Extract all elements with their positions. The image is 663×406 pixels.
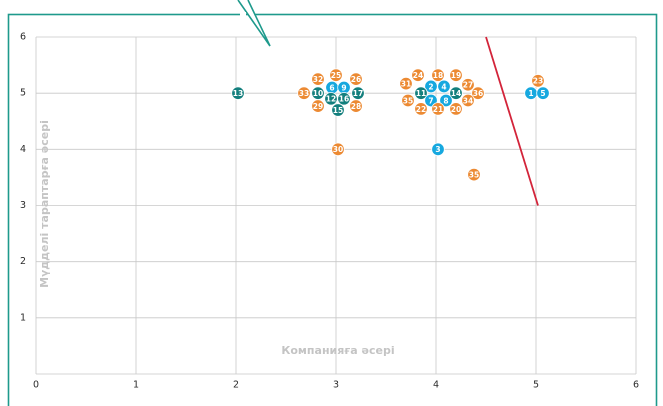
x-tick-label: 5 xyxy=(533,380,539,391)
data-point-label: 5 xyxy=(540,89,545,98)
y-tick-label: 4 xyxy=(20,144,26,155)
data-point xyxy=(461,93,475,108)
data-point-label: 25 xyxy=(331,71,341,80)
data-point-label: 20 xyxy=(451,105,461,114)
data-point-label: 9 xyxy=(341,83,346,92)
data-point xyxy=(414,86,428,100)
data-point xyxy=(329,68,343,82)
data-point-label: 8 xyxy=(443,96,448,105)
data-point xyxy=(414,102,428,116)
y-axis-label: Мүдделі тараптарға әсері xyxy=(38,120,51,288)
threshold-line-segment xyxy=(485,36,539,206)
data-point-label: 30 xyxy=(333,145,343,154)
data-point-label: 32 xyxy=(313,75,323,84)
data-point-label: 26 xyxy=(351,75,361,84)
data-point xyxy=(351,86,365,100)
data-point xyxy=(449,102,463,116)
data-point-label: 1 xyxy=(528,89,533,98)
data-point xyxy=(349,72,363,86)
x-tick-label: 6 xyxy=(633,380,639,391)
data-point xyxy=(297,86,311,100)
data-point xyxy=(449,86,463,100)
data-point xyxy=(531,74,545,88)
data-point-label: 36 xyxy=(473,89,483,98)
chart-frame xyxy=(7,0,658,406)
data-point xyxy=(231,86,245,100)
data-point-label: 17 xyxy=(353,89,363,98)
y-tick-label: 6 xyxy=(20,32,26,43)
data-point xyxy=(467,167,481,182)
data-point xyxy=(437,79,451,94)
data-point-label: 35 xyxy=(469,171,479,180)
threshold-line xyxy=(485,36,539,206)
data-point-label: 24 xyxy=(413,71,423,80)
data-point-label: 7 xyxy=(428,96,433,105)
frame-border xyxy=(7,13,658,406)
y-tick-label: 5 xyxy=(20,88,26,99)
data-point xyxy=(431,68,445,82)
data-point xyxy=(399,76,413,91)
data-point xyxy=(401,93,415,108)
data-point-label: 13 xyxy=(233,89,243,98)
data-point xyxy=(311,72,325,86)
data-point xyxy=(411,68,425,82)
y-tick-label: 2 xyxy=(20,256,26,267)
data-point-label: 21 xyxy=(433,105,443,114)
x-axis-label: Компанияға әсері xyxy=(281,344,394,357)
data-point-label: 22 xyxy=(416,105,426,114)
data-point-label: 14 xyxy=(451,89,461,98)
data-point-label: 23 xyxy=(533,77,543,86)
data-point-label: 4 xyxy=(441,82,446,91)
data-point xyxy=(431,142,445,157)
data-point xyxy=(536,86,550,100)
data-point xyxy=(349,99,363,113)
data-point xyxy=(439,93,453,108)
data-point-label: 33 xyxy=(299,89,309,98)
data-point-label: 34 xyxy=(463,96,473,105)
x-tick-label: 2 xyxy=(233,380,239,391)
y-tick-label: 1 xyxy=(20,312,26,323)
data-point-label: 28 xyxy=(351,102,361,111)
data-point xyxy=(461,78,475,92)
data-point-label: 3 xyxy=(435,145,440,154)
callout-tail xyxy=(237,0,271,47)
data-point xyxy=(331,142,345,157)
data-point-label: 10 xyxy=(313,89,323,98)
data-point-label: 29 xyxy=(313,102,323,111)
data-point xyxy=(431,102,445,116)
data-point xyxy=(337,92,351,106)
data-point-label: 16 xyxy=(339,95,349,104)
y-tick-label: 3 xyxy=(20,200,26,211)
data-point xyxy=(471,86,485,100)
data-point xyxy=(449,68,463,82)
x-tick-label: 3 xyxy=(333,380,339,391)
data-point-label: 27 xyxy=(463,81,473,90)
data-point-label: 31 xyxy=(401,80,411,89)
data-point-label: 35 xyxy=(403,96,413,105)
x-tick-label: 4 xyxy=(433,380,439,391)
data-point-label: 19 xyxy=(451,71,461,80)
data-point xyxy=(331,103,345,117)
data-point-label: 11 xyxy=(416,89,426,98)
data-point-label: 12 xyxy=(326,95,336,104)
x-tick-label: 0 xyxy=(33,380,39,391)
data-point xyxy=(311,99,325,113)
data-point-label: 6 xyxy=(329,83,334,92)
data-point-label: 15 xyxy=(333,106,343,115)
x-tick-label: 1 xyxy=(133,380,139,391)
data-point-label: 18 xyxy=(433,71,443,80)
callout-gap xyxy=(240,12,246,17)
data-point-label: 2 xyxy=(428,82,433,91)
